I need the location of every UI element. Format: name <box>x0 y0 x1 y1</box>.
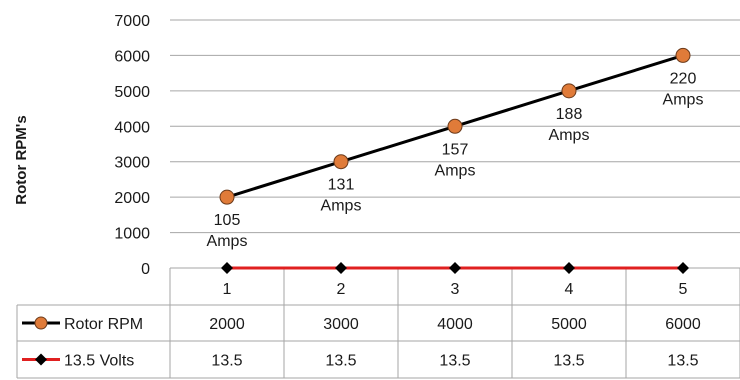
table-cell-rotor-rpm: 5000 <box>551 316 587 333</box>
x-tick-label: 5 <box>679 281 688 298</box>
volts-point <box>335 262 347 274</box>
rotor-rpm-point <box>561 83 577 99</box>
table-cell-rotor-rpm: 6000 <box>665 316 701 333</box>
data-label: 131 Amps <box>321 177 362 215</box>
volts-point <box>449 262 461 274</box>
legend-key-rotor-rpm-marker <box>34 316 48 330</box>
volts-point <box>563 262 575 274</box>
x-tick-label: 4 <box>565 281 574 298</box>
y-axis-label: Rotor RPM's <box>13 115 30 204</box>
table-cell-rotor-rpm: 4000 <box>437 316 473 333</box>
data-labels: 105 Amps 131 Amps 157 Amps 188 Amps 220 Amps <box>207 70 704 250</box>
rotor-rpm-point <box>219 189 235 205</box>
volts-point <box>221 262 233 274</box>
legend-label-rotor-rpm: Rotor RPM <box>64 316 143 333</box>
y-tick-label: 6000 <box>114 48 150 65</box>
rotor-rpm-point <box>675 47 691 63</box>
rotor-rpm-point <box>333 154 349 170</box>
legend-key-volts-marker <box>35 353 47 366</box>
data-label: 188 Amps <box>549 106 590 144</box>
y-axis-ticks: 0 1000 2000 3000 4000 5000 6000 7000 <box>114 13 150 278</box>
y-tick-label: 3000 <box>114 155 150 172</box>
table-cell-rotor-rpm: 3000 <box>323 316 359 333</box>
y-tick-label: 7000 <box>114 13 150 30</box>
y-tick-label: 0 <box>141 261 150 278</box>
y-tick-label: 2000 <box>114 190 150 207</box>
table-cell-volts: 13.5 <box>553 353 584 370</box>
data-label: 157 Amps <box>435 141 476 179</box>
x-tick-label: 2 <box>337 281 346 298</box>
legend-label-volts: 13.5 Volts <box>64 353 134 370</box>
data-table: 1 2 3 4 5 Rotor RPM 2000 3000 4000 5000 6000 13.5 V… <box>16 268 740 379</box>
x-tick-label: 1 <box>223 281 232 298</box>
table-cell-rotor-rpm: 2000 <box>209 316 245 333</box>
y-tick-label: 1000 <box>114 226 150 243</box>
data-label: 220 Amps <box>663 70 704 108</box>
volts-point <box>677 262 689 274</box>
data-label: 105 Amps <box>207 212 248 250</box>
y-tick-label: 5000 <box>114 84 150 101</box>
y-tick-label: 4000 <box>114 119 150 136</box>
x-tick-label: 3 <box>451 281 460 298</box>
rotor-rpm-point <box>447 118 463 134</box>
table-cell-volts: 13.5 <box>667 353 698 370</box>
table-cell-volts: 13.5 <box>325 353 356 370</box>
series-layer <box>219 47 691 274</box>
table-cell-volts: 13.5 <box>211 353 242 370</box>
table-cell-volts: 13.5 <box>439 353 470 370</box>
